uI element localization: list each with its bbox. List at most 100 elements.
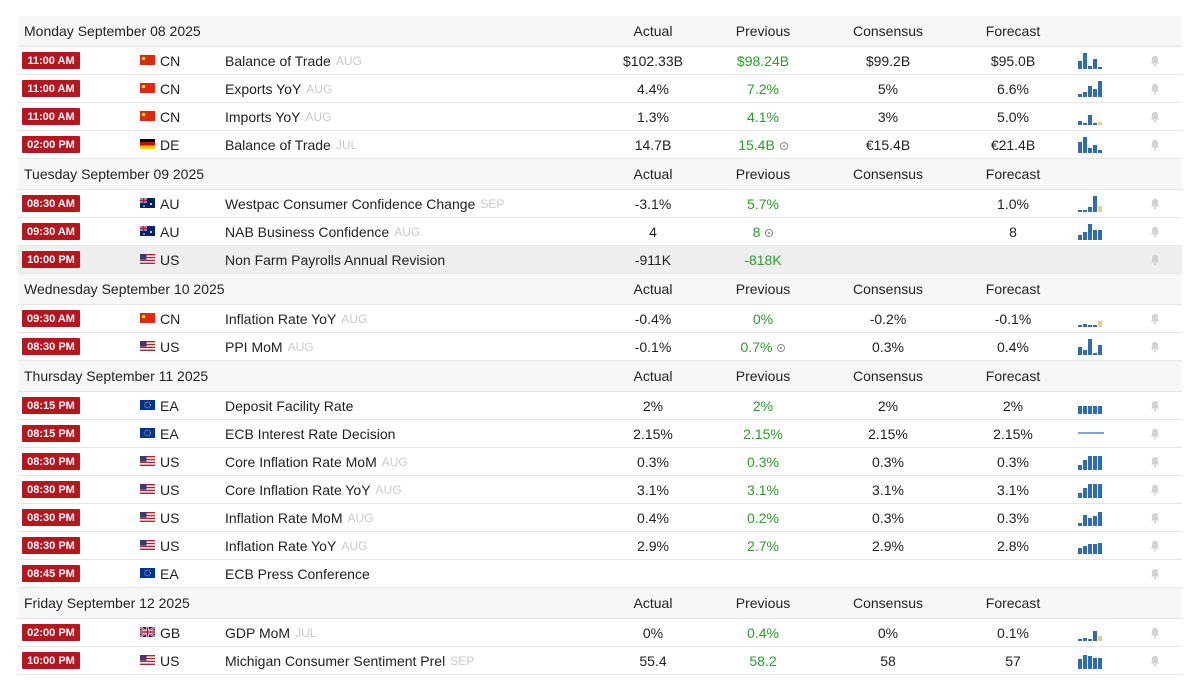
actual-value: 4.4% bbox=[637, 80, 669, 97]
bell-icon[interactable] bbox=[1150, 82, 1160, 95]
event-name-link[interactable]: Inflation Rate YoY AUG bbox=[225, 532, 367, 559]
bell-icon[interactable] bbox=[1150, 340, 1160, 353]
bell-icon[interactable] bbox=[1150, 455, 1160, 468]
event-name-link[interactable]: NAB Business Confidence AUG bbox=[225, 218, 420, 245]
sparkline-chart[interactable] bbox=[1078, 424, 1104, 442]
bell-icon[interactable] bbox=[1150, 138, 1160, 151]
event-name-link[interactable]: Exports YoY AUG bbox=[225, 75, 332, 102]
previous-value-cell: $98.24B bbox=[708, 47, 818, 74]
bell-icon[interactable] bbox=[1150, 567, 1160, 580]
event-row[interactable]: 11:00 AM CN Exports YoY AUG 4.4% 7.2% 5% 6.6% bbox=[18, 75, 1182, 103]
bell-icon[interactable] bbox=[1150, 511, 1160, 524]
revised-icon[interactable] bbox=[765, 228, 774, 237]
event-name-link[interactable]: ECB Interest Rate Decision bbox=[225, 420, 395, 447]
sparkline-chart[interactable] bbox=[1078, 337, 1104, 355]
event-name: Non Farm Payrolls Annual Revision bbox=[225, 251, 446, 268]
event-row[interactable]: 02:00 PM DE Balance of Trade JUL 14.7B 15.4B €… bbox=[18, 131, 1182, 159]
bell-icon[interactable] bbox=[1150, 539, 1160, 552]
sparkline-bar bbox=[1093, 196, 1097, 212]
event-name-link[interactable]: Inflation Rate YoY AUG bbox=[225, 305, 367, 332]
sparkline-bar bbox=[1098, 484, 1102, 498]
consensus-value bbox=[833, 560, 943, 587]
bell-icon[interactable] bbox=[1150, 399, 1160, 412]
previous-value: 15.4B bbox=[738, 136, 775, 153]
previous-value: -818K bbox=[744, 251, 782, 268]
sparkline-chart[interactable] bbox=[1078, 396, 1104, 414]
sparkline-chart[interactable] bbox=[1078, 480, 1104, 498]
flag-eu-icon bbox=[140, 568, 155, 578]
sparkline-bar bbox=[1098, 406, 1102, 414]
event-row[interactable]: 10:00 PM US Michigan Consumer Sentiment Pr… bbox=[18, 647, 1182, 675]
event-row[interactable]: 08:15 PM EA ECB Interest Rate Decision 2.15… bbox=[18, 420, 1182, 448]
sparkline-bar bbox=[1098, 206, 1102, 212]
event-name-link[interactable]: Inflation Rate MoM AUG bbox=[225, 504, 374, 531]
day-header: Friday September 12 2025 Actual Previous Co… bbox=[18, 588, 1182, 619]
event-row[interactable]: 08:30 PM US Core Inflation Rate YoY AUG 3.1%… bbox=[18, 476, 1182, 504]
event-row[interactable]: 11:00 AM CN Imports YoY AUG 1.3% 4.1% 3% 5.0% bbox=[18, 103, 1182, 131]
bell-icon[interactable] bbox=[1150, 253, 1160, 266]
day-date: Monday September 08 2025 bbox=[24, 23, 201, 39]
event-name-link[interactable]: Balance of Trade AUG bbox=[225, 47, 362, 74]
event-name-link[interactable]: Core Inflation Rate MoM AUG bbox=[225, 448, 408, 475]
revised-icon[interactable] bbox=[779, 141, 788, 150]
previous-value: 0.7% bbox=[740, 338, 773, 355]
event-row[interactable]: 08:15 PM EA Deposit Facility Rate 2% 2% 2% 2% bbox=[18, 392, 1182, 420]
sparkline-bar bbox=[1078, 523, 1082, 526]
actual-value: -0.4% bbox=[634, 310, 672, 327]
event-row[interactable]: 08:30 PM US Core Inflation Rate MoM AUG 0.3%… bbox=[18, 448, 1182, 476]
previous-value: 2.7% bbox=[747, 537, 779, 554]
event-row[interactable]: 10:00 PM US Non Farm Payrolls Annual Revis… bbox=[18, 246, 1182, 274]
event-name-link[interactable]: Core Inflation Rate YoY AUG bbox=[225, 476, 402, 503]
event-name-link[interactable]: Imports YoY AUG bbox=[225, 103, 332, 130]
event-row[interactable]: 08:45 PM EA ECB Press Conference bbox=[18, 560, 1182, 588]
sparkline-chart[interactable] bbox=[1078, 135, 1104, 153]
bell-icon[interactable] bbox=[1150, 654, 1160, 667]
sparkline-chart[interactable] bbox=[1078, 222, 1104, 240]
event-row[interactable]: 08:30 PM US Inflation Rate YoY AUG 2.9% 2.7% 2… bbox=[18, 532, 1182, 560]
sparkline-chart[interactable] bbox=[1078, 79, 1104, 97]
sparkline-chart[interactable] bbox=[1078, 51, 1104, 69]
sparkline-chart[interactable] bbox=[1078, 536, 1104, 554]
sparkline-chart[interactable] bbox=[1078, 309, 1104, 327]
reference-period: AUG bbox=[306, 81, 333, 96]
event-name-link[interactable]: Michigan Consumer Sentiment Prel SEP bbox=[225, 647, 474, 674]
previous-value-cell: 0.3% bbox=[708, 448, 818, 475]
sparkline-chart[interactable] bbox=[1078, 194, 1104, 212]
bell-icon[interactable] bbox=[1150, 312, 1160, 325]
bell-icon[interactable] bbox=[1150, 427, 1160, 440]
event-name-link[interactable]: Deposit Facility Rate bbox=[225, 392, 353, 419]
event-name-link[interactable]: ECB Press Conference bbox=[225, 560, 370, 587]
sparkline-chart[interactable] bbox=[1078, 452, 1104, 470]
event-name-link[interactable]: PPI MoM AUG bbox=[225, 333, 314, 360]
event-row[interactable]: 02:00 PM GB GDP MoM JUL 0% 0.4% 0% 0.1% bbox=[18, 619, 1182, 647]
bell-icon[interactable] bbox=[1150, 483, 1160, 496]
sparkline-chart[interactable] bbox=[1078, 651, 1104, 669]
event-name-link[interactable]: Non Farm Payrolls Annual Revision bbox=[225, 246, 445, 273]
bell-icon[interactable] bbox=[1150, 197, 1160, 210]
bell-icon[interactable] bbox=[1150, 54, 1160, 67]
revised-icon[interactable] bbox=[777, 343, 786, 352]
bell-icon[interactable] bbox=[1150, 626, 1160, 639]
event-row[interactable]: 08:30 PM US Inflation Rate MoM AUG 0.4% 0.2% 0… bbox=[18, 504, 1182, 532]
column-header-previous: Previous bbox=[735, 595, 791, 611]
column-header-actual: Actual bbox=[633, 595, 673, 611]
event-row[interactable]: 09:30 AM CN Inflation Rate YoY AUG -0.4% 0% -0… bbox=[18, 305, 1182, 333]
flag-us-icon bbox=[140, 655, 155, 665]
event-row[interactable]: 11:00 AM CN Balance of Trade AUG $102.33B $98… bbox=[18, 47, 1182, 75]
event-row[interactable]: 09:30 AM AU NAB Business Confidence AUG 4 8 8 bbox=[18, 218, 1182, 246]
event-name-link[interactable]: Balance of Trade JUL bbox=[225, 131, 357, 158]
bell-icon[interactable] bbox=[1150, 225, 1160, 238]
sparkline-bar bbox=[1083, 406, 1087, 414]
sparkline-chart[interactable] bbox=[1078, 107, 1104, 125]
bell-icon[interactable] bbox=[1150, 110, 1160, 123]
event-name-link[interactable]: GDP MoM JUL bbox=[225, 619, 316, 646]
event-name-link[interactable]: Westpac Consumer Confidence Change SEP bbox=[225, 190, 504, 217]
event-row[interactable]: 08:30 AM AU Westpac Consumer Confidence Ch… bbox=[18, 190, 1182, 218]
event-time-badge: 08:15 PM bbox=[22, 397, 80, 414]
sparkline-chart[interactable] bbox=[1078, 623, 1104, 641]
sparkline-bar bbox=[1098, 321, 1102, 327]
sparkline-bar bbox=[1098, 432, 1104, 434]
reference-period: AUG bbox=[287, 339, 314, 354]
event-row[interactable]: 08:30 PM US PPI MoM AUG -0.1% 0.7% 0.3% 0.4% bbox=[18, 333, 1182, 361]
sparkline-chart[interactable] bbox=[1078, 508, 1104, 526]
